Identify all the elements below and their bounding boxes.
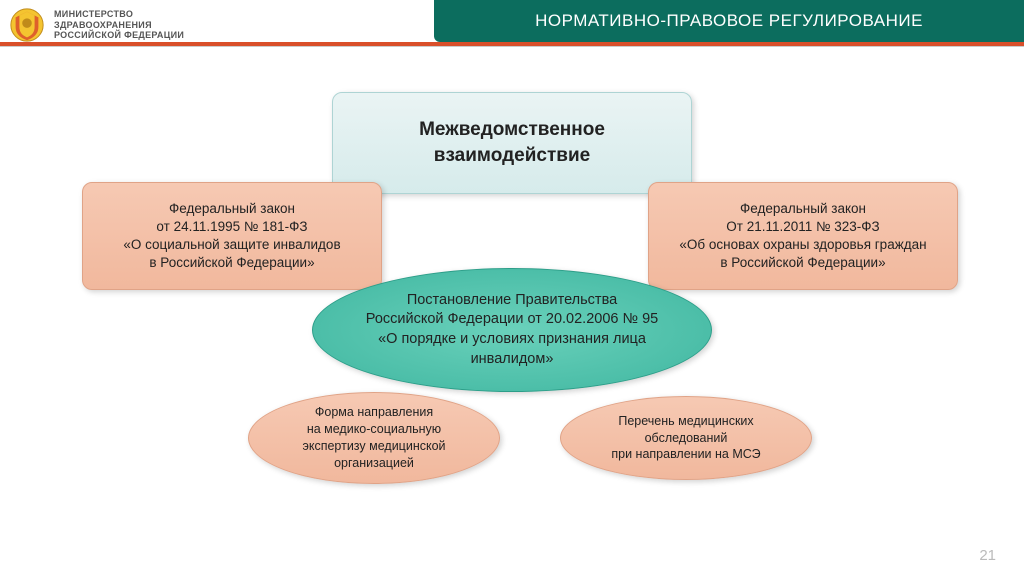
sub-right-ellipse: Перечень медицинских обследований при на… bbox=[560, 396, 812, 480]
sub-line: Перечень медицинских bbox=[618, 413, 753, 430]
divider-line bbox=[0, 46, 1024, 47]
law-line: От 21.11.2011 № 323-ФЗ bbox=[726, 218, 879, 236]
sub-line: на медико-социальную bbox=[307, 421, 441, 438]
page-number: 21 bbox=[979, 547, 996, 564]
law-line: Федеральный закон bbox=[169, 200, 295, 218]
ministry-emblem-icon bbox=[8, 6, 46, 44]
law-line: в Российской Федерации» bbox=[149, 254, 314, 272]
ministry-line: РОССИЙСКОЙ ФЕДЕРАЦИИ bbox=[54, 30, 184, 41]
diagram-canvas: Межведомственное взаимодействие Федераль… bbox=[0, 52, 1024, 572]
ministry-line: МИНИСТЕРСТВО bbox=[54, 9, 184, 20]
law-line: «Об основах охраны здоровья граждан bbox=[679, 236, 926, 254]
law-line: «О социальной защите инвалидов bbox=[123, 236, 340, 254]
slide-title-bar: НОРМАТИВНО-ПРАВОВОЕ РЕГУЛИРОВАНИЕ bbox=[434, 0, 1024, 42]
law-line: в Российской Федерации» bbox=[720, 254, 885, 272]
sub-line: экспертизу медицинской bbox=[302, 438, 445, 455]
law-right-box: Федеральный закон От 21.11.2011 № 323-ФЗ… bbox=[648, 182, 958, 290]
sub-line: Форма направления bbox=[315, 404, 433, 421]
law-line: от 24.11.1995 № 181-ФЗ bbox=[156, 218, 307, 236]
main-text-line: Межведомственное bbox=[419, 117, 605, 143]
sub-line: при направлении на МСЭ bbox=[611, 446, 760, 463]
decree-line: Российской Федерации от 20.02.2006 № 95 bbox=[366, 310, 658, 330]
law-line: Федеральный закон bbox=[740, 200, 866, 218]
decree-line: инвалидом» bbox=[471, 350, 554, 370]
sub-left-ellipse: Форма направления на медико-социальную э… bbox=[248, 392, 500, 484]
law-left-box: Федеральный закон от 24.11.1995 № 181-ФЗ… bbox=[82, 182, 382, 290]
ministry-line: ЗДРАВООХРАНЕНИЯ bbox=[54, 20, 184, 31]
slide-title: НОРМАТИВНО-ПРАВОВОЕ РЕГУЛИРОВАНИЕ bbox=[535, 11, 923, 31]
decree-ellipse: Постановление Правительства Российской Ф… bbox=[312, 268, 712, 392]
main-text-line: взаимодействие bbox=[434, 143, 590, 169]
sub-line: обследований bbox=[645, 430, 728, 447]
ministry-name: МИНИСТЕРСТВО ЗДРАВООХРАНЕНИЯ РОССИЙСКОЙ … bbox=[54, 9, 184, 41]
sub-line: организацией bbox=[334, 455, 414, 472]
decree-line: «О порядке и условиях признания лица bbox=[378, 330, 646, 350]
slide-header: МИНИСТЕРСТВО ЗДРАВООХРАНЕНИЯ РОССИЙСКОЙ … bbox=[0, 0, 1024, 52]
main-topic-box: Межведомственное взаимодействие bbox=[332, 92, 692, 194]
decree-line: Постановление Правительства bbox=[407, 291, 617, 311]
logo-area: МИНИСТЕРСТВО ЗДРАВООХРАНЕНИЯ РОССИЙСКОЙ … bbox=[8, 6, 184, 44]
